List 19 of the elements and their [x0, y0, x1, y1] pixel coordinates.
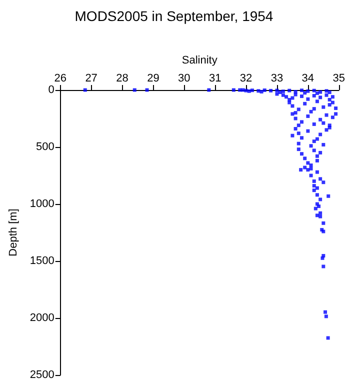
x-axis-title: Salinity [182, 54, 218, 66]
x-tick-label: 31 [208, 72, 222, 84]
y-tick-label: 1500 [30, 255, 54, 267]
y-tick-label: 0 [48, 84, 54, 96]
x-tick-label: 27 [85, 72, 98, 84]
y-tick-label: 500 [36, 141, 54, 153]
x-tick-label: 32 [240, 72, 252, 84]
y-tick-label: 2500 [30, 369, 54, 381]
y-tick-label: 2000 [30, 312, 54, 324]
y-tick-label: 1000 [30, 198, 54, 210]
y-axis-title: Depth [m] [8, 208, 20, 256]
x-tick-label: 26 [54, 72, 66, 84]
x-tick-label: 33 [270, 72, 284, 84]
x-tick-label: 35 [332, 72, 346, 84]
chart-title: MODS2005 in September, 1954 [74, 8, 274, 24]
x-tick-label: 29 [147, 72, 160, 84]
x-tick-label: 30 [178, 72, 190, 84]
x-tick-label: 34 [302, 72, 314, 84]
x-tick-label: 28 [116, 72, 128, 84]
